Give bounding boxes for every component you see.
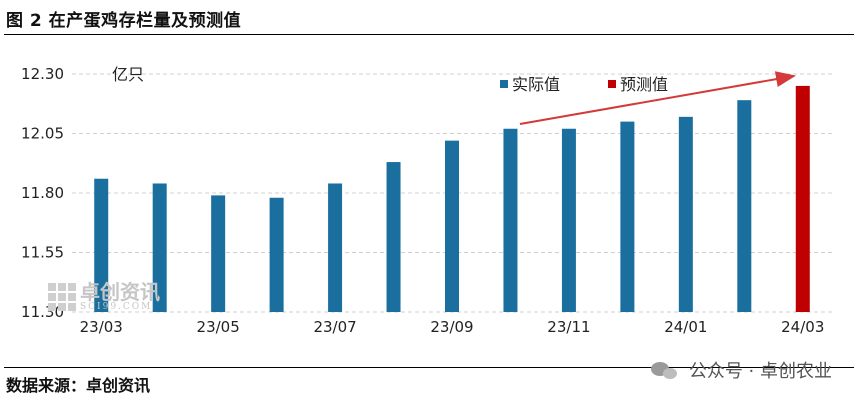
sci99-logo-icon	[48, 283, 76, 311]
legend-swatch	[500, 80, 508, 88]
bottom-rule	[4, 367, 854, 368]
bar-23/06	[269, 197, 284, 312]
x-tick-label: 23/05	[197, 318, 240, 336]
wechat-credit: 公众号 · 卓创农业	[650, 357, 832, 383]
bar-23/07	[328, 183, 343, 312]
bar-24/02	[737, 100, 752, 313]
bar-23/09	[445, 140, 459, 312]
bar-24/03	[795, 85, 810, 313]
bar-23/04	[152, 183, 167, 312]
x-tick-label: 23/09	[430, 318, 473, 336]
wechat-icon	[650, 360, 681, 380]
x-tick-label: 23/07	[313, 318, 356, 336]
top-rule	[4, 34, 854, 35]
bar-23/11	[561, 128, 576, 312]
y-tick-label: 11.80	[21, 184, 64, 202]
x-tick-label: 23/11	[547, 318, 590, 336]
bar-23/10	[503, 128, 518, 312]
y-unit-label: 亿只	[112, 65, 144, 84]
sci99-watermark: 卓创资讯 SCI99.COM	[48, 282, 160, 312]
watermark-cn: 卓创资讯	[80, 280, 160, 304]
legend-label: 预测值	[620, 75, 668, 94]
watermark-en: SCI99.COM	[80, 302, 153, 312]
legend-label: 实际值	[512, 75, 560, 94]
bar-23/12	[620, 121, 635, 312]
x-tick-label: 23/03	[80, 318, 123, 336]
bar-23/03	[94, 178, 109, 312]
bar-23/05	[211, 195, 226, 312]
x-tick-label: 24/03	[781, 318, 824, 336]
figure-title: 图 2 在产蛋鸡存栏量及预测值	[6, 11, 242, 31]
x-tick-label: 24/01	[664, 318, 707, 336]
y-tick-label: 11.55	[21, 244, 64, 262]
y-tick-label: 12.30	[21, 65, 64, 83]
source-note: 数据来源：卓创资讯	[6, 376, 151, 395]
legend-swatch	[608, 80, 616, 88]
wechat-label: 公众号 · 卓创农业	[688, 361, 832, 382]
y-tick-label: 12.05	[21, 125, 64, 143]
bar-23/08	[386, 162, 401, 312]
trend-arrow	[519, 71, 796, 125]
bar-24/01	[678, 116, 693, 312]
